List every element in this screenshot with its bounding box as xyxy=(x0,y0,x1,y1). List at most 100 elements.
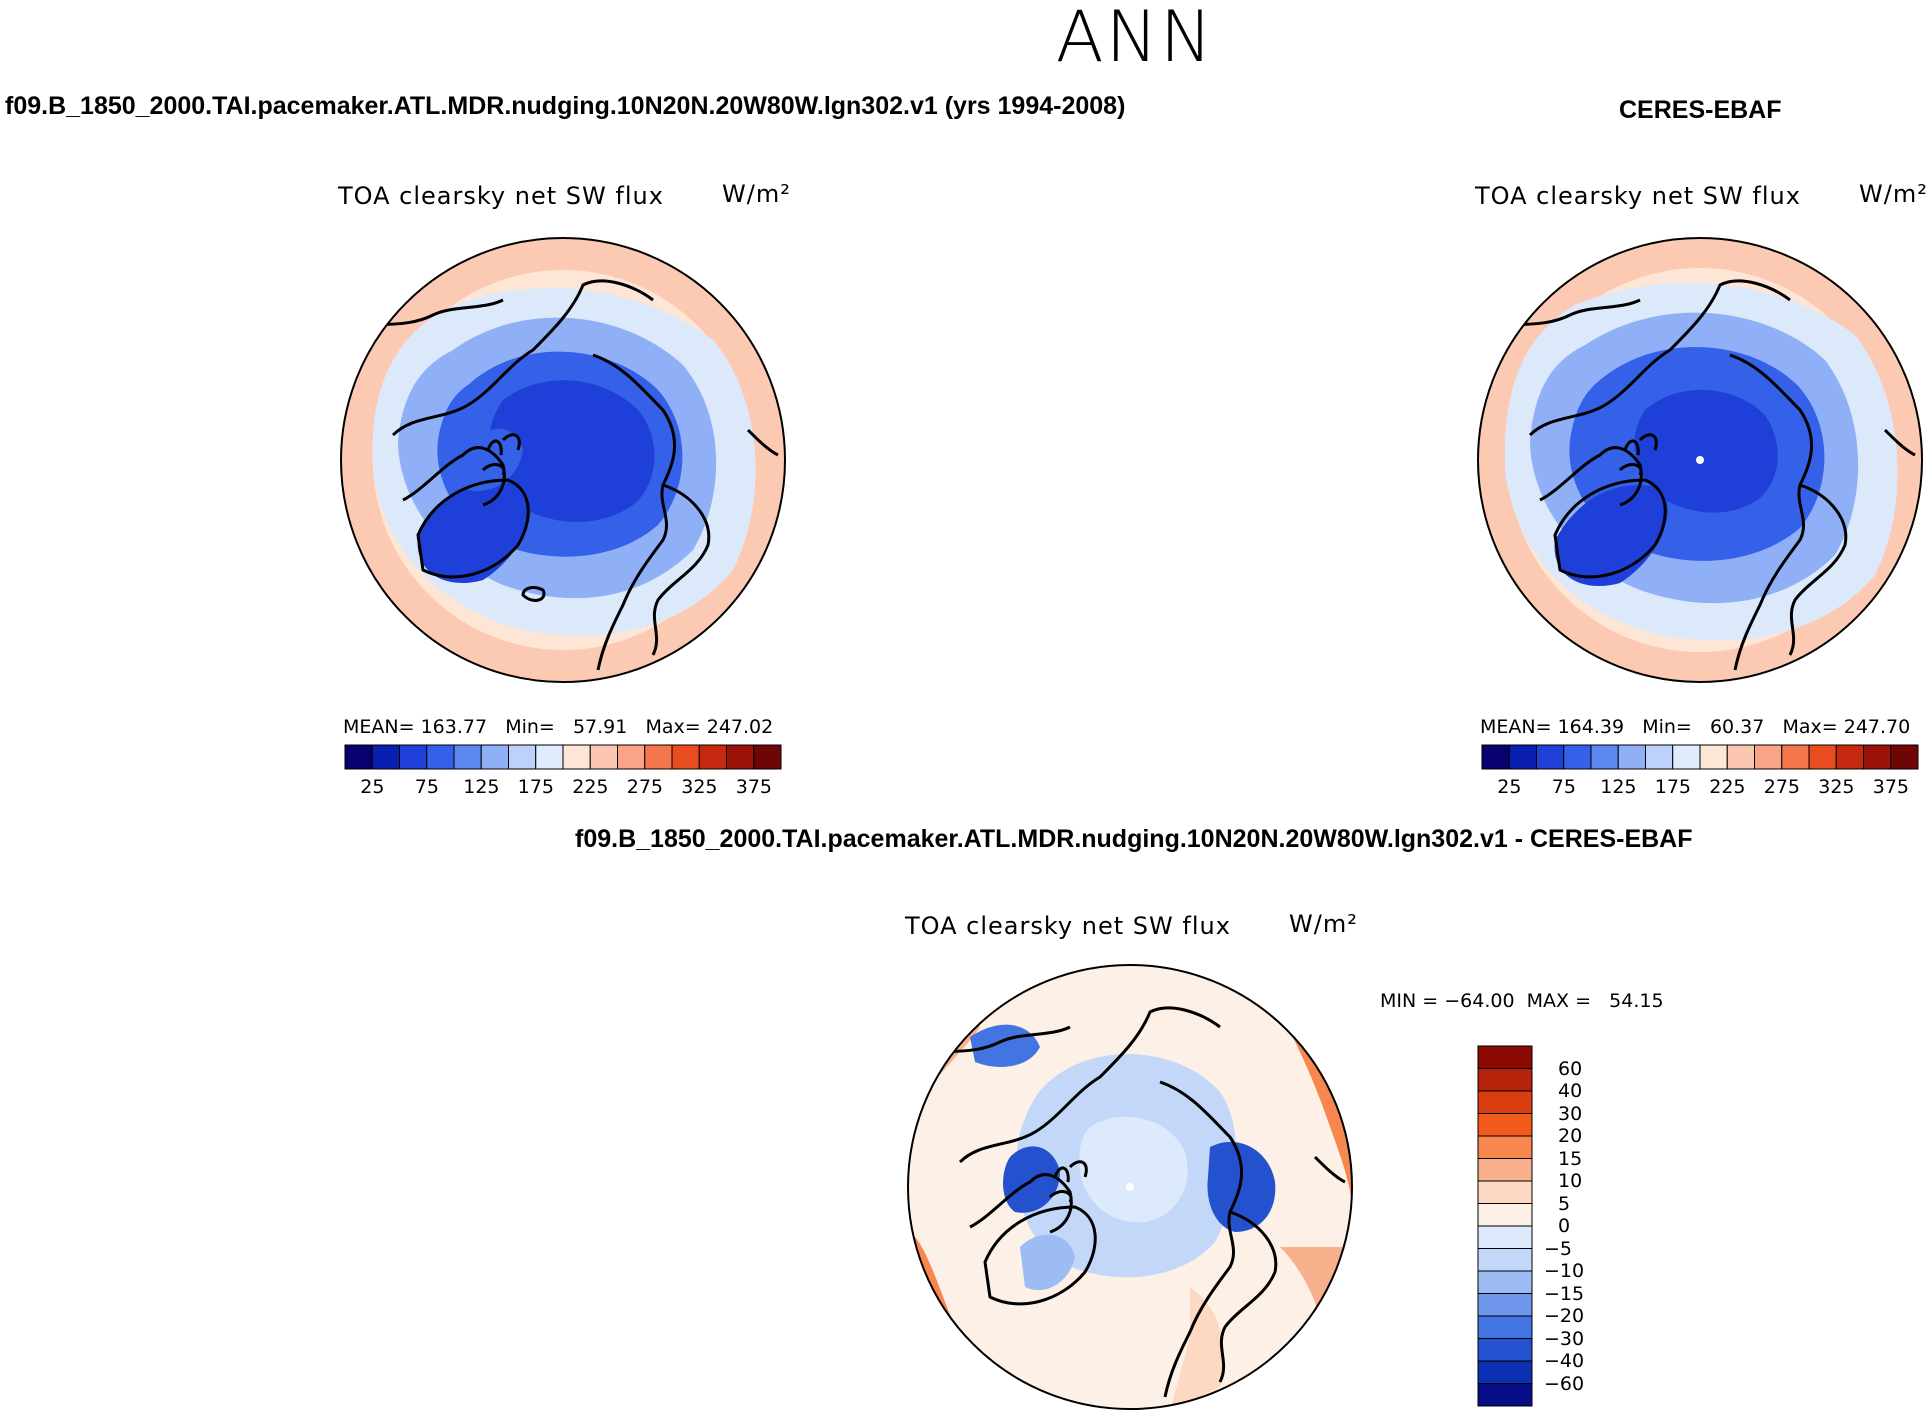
obs-mean-value: 164.39 xyxy=(1557,716,1625,738)
model-stats: MEAN= 163.77 Min= 57.91 Max= 247.02 xyxy=(343,716,774,738)
diff-colorbar-tick: 0 xyxy=(1558,1215,1571,1237)
model-colorbar-tick: 75 xyxy=(414,776,439,798)
model-colorbar-swatch xyxy=(426,744,455,770)
obs-colorbar-swatch xyxy=(1835,744,1864,770)
obs-colorbar-swatch xyxy=(1754,744,1783,770)
obs-colorbar-swatch xyxy=(1617,744,1646,770)
obs-polar-map xyxy=(1477,237,1923,683)
diff-pole-region xyxy=(1079,1116,1188,1223)
diff-colorbar-swatch xyxy=(1477,1293,1533,1317)
diff-colorbar-swatch xyxy=(1477,1270,1533,1294)
obs-colorbar-tick: 175 xyxy=(1654,776,1692,798)
model-colorbar-swatch xyxy=(535,744,564,770)
diff-pole-mask xyxy=(1126,1183,1134,1191)
obs-colorbar-tick: 275 xyxy=(1763,776,1801,798)
obs-units: W/m² xyxy=(1859,180,1927,208)
model-colorbar-swatch xyxy=(562,744,591,770)
obs-colorbar-swatch xyxy=(1508,744,1537,770)
model-colorbar xyxy=(344,744,782,770)
model-colorbar-swatch xyxy=(726,744,755,770)
model-colorbar-swatch xyxy=(753,744,782,770)
model-colorbar-tick: 25 xyxy=(360,776,385,798)
model-colorbar-tick: 275 xyxy=(626,776,664,798)
obs-colorbar-swatch xyxy=(1672,744,1701,770)
model-colorbar-tick: 375 xyxy=(735,776,773,798)
diff-colorbar-tick: −60 xyxy=(1544,1372,1585,1395)
model-coastlines xyxy=(342,279,779,671)
model-case-title: f09.B_1850_2000.TAI.pacemaker.ATL.MDR.nu… xyxy=(5,92,1126,120)
obs-colorbar-swatch xyxy=(1563,744,1592,770)
diff-greenland-neg xyxy=(1020,1234,1075,1291)
model-units: W/m² xyxy=(722,180,791,208)
diff-coastlines xyxy=(909,1006,1346,1398)
obs-arctic-core xyxy=(1634,389,1778,513)
model-colorbar-tick: 225 xyxy=(572,776,609,798)
diff-colorbar-swatch xyxy=(1477,1203,1533,1227)
obs-colorbar-swatch xyxy=(1645,744,1674,770)
obs-colorbar-swatch xyxy=(1481,744,1510,770)
diff-variable-title: TOA clearsky net SW flux xyxy=(905,912,1231,940)
model-mean-value: 163.77 xyxy=(420,716,488,738)
diff-polar-map xyxy=(907,964,1353,1410)
model-colorbar-swatch xyxy=(508,744,537,770)
model-colorbar-tick: 125 xyxy=(463,776,500,798)
diff-colorbar-swatch xyxy=(1477,1045,1533,1069)
obs-colorbar-swatch xyxy=(1590,744,1619,770)
obs-map-border xyxy=(1477,237,1923,683)
obs-colorbar-swatch xyxy=(1536,744,1565,770)
diff-min-value: −64.00 xyxy=(1444,990,1515,1012)
obs-colorbar-swatch xyxy=(1726,744,1755,770)
obs-colorbar xyxy=(1481,744,1919,770)
diff-colorbar-tick: −20 xyxy=(1544,1305,1585,1327)
diff-colorbar-tick: 5 xyxy=(1558,1192,1571,1215)
diff-max-value: 54.15 xyxy=(1609,990,1664,1012)
model-colorbar-swatch xyxy=(617,744,646,770)
model-colorbar-swatch xyxy=(453,744,482,770)
model-colorbar-swatch xyxy=(698,744,727,770)
obs-case-title: CERES-EBAF xyxy=(1619,96,1782,124)
obs-colorbar-tick: 25 xyxy=(1497,776,1522,798)
diff-colorbar-tick: 20 xyxy=(1558,1125,1583,1147)
model-colorbar-swatch xyxy=(644,744,673,770)
obs-variable-title: TOA clearsky net SW flux xyxy=(1475,182,1801,210)
model-polar-map xyxy=(340,237,786,683)
diff-colorbar xyxy=(1477,1045,1533,1407)
diff-case-title: f09.B_1850_2000.TAI.pacemaker.ATL.MDR.nu… xyxy=(575,825,1693,853)
model-min-value: 57.91 xyxy=(572,716,628,738)
model-colorbar-ticks: 25 75 125 175 225 275 325 375 xyxy=(345,776,781,800)
diff-colorbar-swatch xyxy=(1477,1383,1533,1407)
obs-max-value: 247.70 xyxy=(1843,716,1911,738)
model-colorbar-tick: 325 xyxy=(681,776,718,798)
obs-colorbar-tick: 375 xyxy=(1872,776,1910,798)
diff-colorbar-tick: −10 xyxy=(1544,1260,1585,1282)
obs-pole-mask xyxy=(1696,456,1704,464)
diff-colorbar-tick: −30 xyxy=(1544,1327,1585,1350)
model-colorbar-swatch xyxy=(671,744,700,770)
obs-colorbar-ticks: 25 75 125 175 225 275 325 375 xyxy=(1482,776,1918,800)
model-map-border xyxy=(340,237,786,683)
diff-colorbar-swatch xyxy=(1477,1225,1533,1249)
model-colorbar-tick: 175 xyxy=(517,776,555,798)
diff-units: W/m² xyxy=(1289,910,1358,938)
diff-colorbar-swatch xyxy=(1477,1338,1533,1362)
model-colorbar-swatch xyxy=(589,744,618,770)
diff-colorbar-swatch xyxy=(1477,1248,1533,1272)
diff-stats: MIN = −64.00 MAX = 54.15 xyxy=(1380,990,1664,1012)
obs-colorbar-swatch xyxy=(1781,744,1810,770)
diff-colorbar-swatch xyxy=(1477,1113,1533,1137)
obs-colorbar-swatch xyxy=(1863,744,1892,770)
diff-colorbar-tick: −40 xyxy=(1544,1350,1585,1372)
diff-colorbar-swatch xyxy=(1477,1090,1533,1114)
diff-colorbar-tick: 60 xyxy=(1558,1057,1583,1080)
diff-colorbar-ticks: 60 40 30 20 15 10 5 0 −5 −10 −15 −20 −30 −40 −60 xyxy=(1544,1046,1624,1406)
diff-colorbar-tick: 40 xyxy=(1558,1080,1583,1102)
obs-min-value: 60.37 xyxy=(1709,716,1765,738)
diff-colorbar-swatch xyxy=(1477,1135,1533,1159)
obs-colorbar-swatch xyxy=(1699,744,1728,770)
model-archipelago xyxy=(463,428,523,491)
obs-colorbar-tick: 75 xyxy=(1551,776,1576,798)
model-colorbar-swatch xyxy=(344,744,373,770)
diff-colorbar-swatch xyxy=(1477,1360,1533,1384)
diff-map-border xyxy=(907,964,1353,1410)
model-colorbar-swatch xyxy=(399,744,428,770)
